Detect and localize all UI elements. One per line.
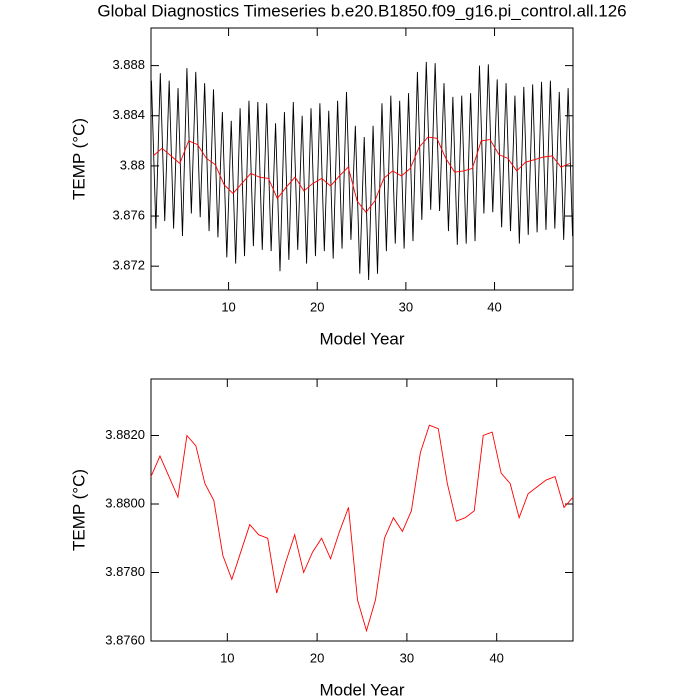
y-tick-label: 3.888 xyxy=(112,57,145,72)
x-tick-label: 40 xyxy=(489,650,503,665)
chart-title: Global Diagnostics Timeseries b.e20.B185… xyxy=(97,1,626,20)
y-tick-label: 3.8820 xyxy=(105,427,145,442)
data-line xyxy=(152,136,571,214)
y-tick-label: 3.8780 xyxy=(105,564,145,579)
x-tick-label: 40 xyxy=(487,299,501,314)
x-axis-label: Model Year xyxy=(319,680,404,699)
x-tick-label: 10 xyxy=(220,650,234,665)
data-line xyxy=(150,424,574,633)
plot-frame xyxy=(150,378,574,642)
plot-frame xyxy=(150,27,574,291)
y-tick-label: 3.88 xyxy=(120,157,145,172)
y-axis-label: TEMP (°C) xyxy=(69,469,88,551)
x-tick-label: 30 xyxy=(400,650,414,665)
y-axis-label: TEMP (°C) xyxy=(69,118,88,200)
y-tick-label: 3.8760 xyxy=(105,632,145,647)
y-tick-label: 3.872 xyxy=(112,258,145,273)
x-tick-label: 30 xyxy=(399,299,413,314)
x-axis-label: Model Year xyxy=(319,329,404,348)
x-tick-label: 20 xyxy=(310,299,324,314)
y-tick-label: 3.884 xyxy=(112,107,145,122)
y-tick-label: 3.8800 xyxy=(105,495,145,510)
x-tick-label: 10 xyxy=(221,299,235,314)
data-line xyxy=(150,61,574,280)
y-tick-label: 3.876 xyxy=(112,207,145,222)
x-tick-label: 20 xyxy=(310,650,324,665)
